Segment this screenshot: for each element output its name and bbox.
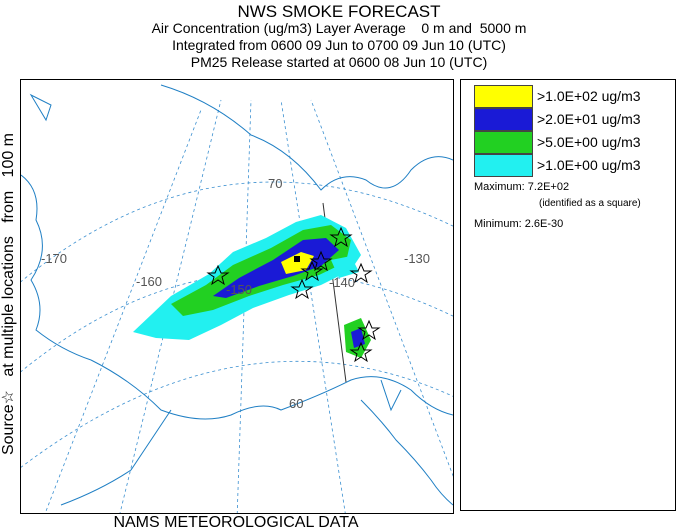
source-star-icon [309,250,333,272]
legend-item: >5.0E+00 ug/m3 [474,131,674,154]
source-star-icon [357,319,381,341]
legend-swatch [474,108,533,131]
legend-item: >1.0E+00 ug/m3 [474,154,674,177]
source-square [294,256,300,262]
lat-label-70: 70 [268,176,282,191]
legend-label: >1.0E+02 ug/m3 [537,88,641,104]
legend-maximum: Maximum: 7.2E+02 [474,181,570,193]
legend-label: >5.0E+00 ug/m3 [537,134,641,150]
source-markers [206,226,381,363]
source-star-icon [300,260,324,282]
source-star-icon [349,262,373,284]
coastline [21,84,453,506]
title-line-2: Air Concentration (ug/m3) Layer Average … [151,20,527,36]
plume-level-3 [213,238,339,298]
legend-panel: >1.0E+02 ug/m3 >2.0E+01 ug/m3 >5.0E+00 u… [460,79,676,511]
legend-maximum-note: (identified as a square) [539,198,641,209]
lon-label-170: -170 [41,251,67,266]
legend-label: >1.0E+00 ug/m3 [537,157,641,173]
lon-label-130: -130 [404,251,430,266]
legend-swatch [474,85,533,108]
legend-item: >2.0E+01 ug/m3 [474,108,674,131]
lon-label-150: -150 [226,282,252,297]
graticule [21,99,453,513]
lat-label-60: 60 [289,396,303,411]
legend-minimum: Minimum: 2.6E-30 [474,218,564,230]
legend-swatch [474,131,533,154]
map-canvas: -170 -160 -150 -140 -130 70 60 [21,84,453,513]
legend-item: >1.0E+02 ug/m3 [474,85,674,108]
map-panel: -170 -160 -150 -140 -130 70 60 [20,79,454,514]
source-star-icon [329,226,353,248]
lon-label-140: -140 [329,275,355,290]
source-side-label: Source☆ at multiple locations from 100 m [0,132,17,456]
source-star-icon [206,264,230,286]
lon-label-160: -160 [136,274,162,289]
legend-label: >2.0E+01 ug/m3 [537,111,641,127]
title-line-4: PM25 Release started at 0600 08 Jun 10 (… [190,54,488,70]
title-line-3: Integrated from 0600 09 Jun to 0700 09 J… [172,37,506,53]
plume-patch-3 [331,256,359,278]
footer-label: NAMS METEOROLOGICAL DATA [113,514,359,531]
source-star-icon [349,341,373,363]
source-star-icon [290,278,314,300]
title-line-1: NWS SMOKE FORECAST [237,2,441,21]
legend-swatch [474,154,533,177]
